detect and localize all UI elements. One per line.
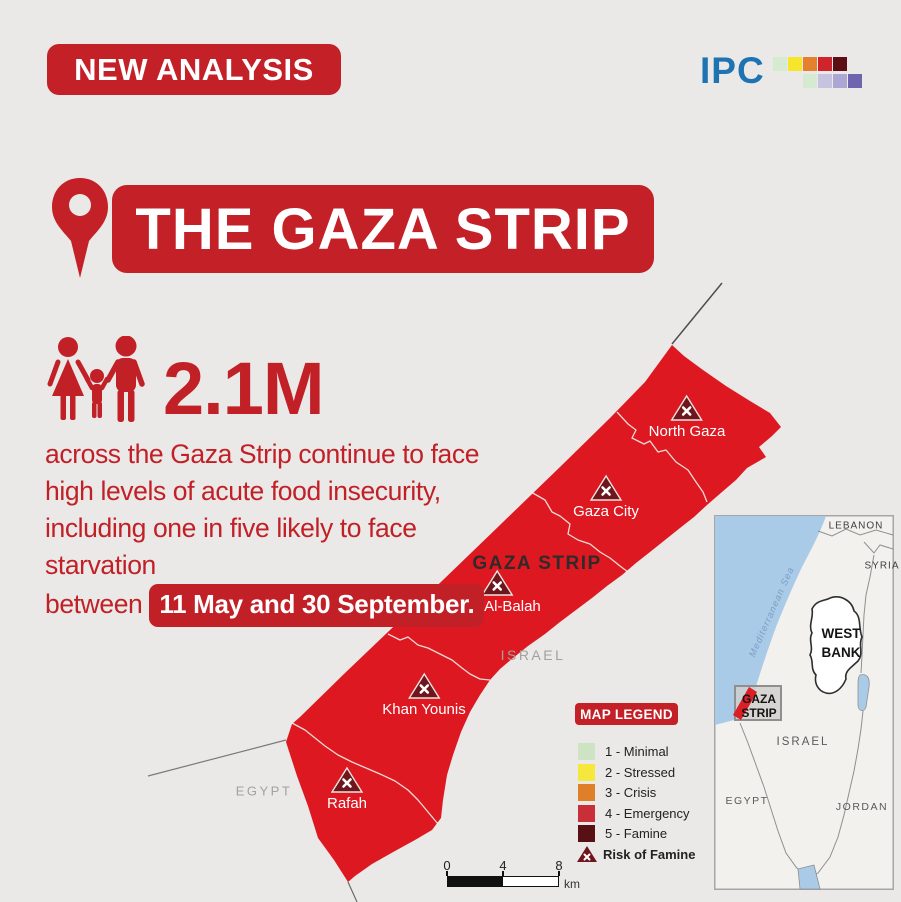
scalebar-tickmark bbox=[446, 871, 448, 876]
legend-item-label: 3 - Crisis bbox=[605, 785, 657, 800]
risk-of-famine-icon bbox=[589, 474, 623, 501]
legend-item-label: 4 - Emergency bbox=[605, 805, 690, 821]
phase1-square bbox=[773, 57, 787, 71]
district-label: Khan Younis bbox=[382, 701, 466, 718]
paragraph-line-4-prefix: between bbox=[45, 589, 143, 619]
scalebar-unit: km bbox=[564, 877, 580, 891]
crisis-swatch bbox=[578, 784, 595, 801]
chronic2-square bbox=[818, 74, 832, 88]
ipc-logo-squares-chronic bbox=[803, 74, 862, 88]
map-legend: 1 - Minimal 2 - Stressed 3 - Crisis 4 - … bbox=[577, 743, 696, 863]
gulf-of-aqaba-shape bbox=[797, 864, 821, 890]
district-label: North Gaza bbox=[648, 423, 726, 440]
inset-jordan-label: JORDAN bbox=[835, 801, 889, 813]
dead-sea-shape bbox=[857, 674, 870, 711]
chronic1-square bbox=[803, 74, 817, 88]
paragraph-line-2: high levels of acute food insecurity, bbox=[45, 476, 441, 506]
date-range-badge: 11 May and 30 September. bbox=[149, 584, 485, 627]
map-legend-title: MAP LEGEND bbox=[575, 703, 678, 725]
legend-item-label: 2 - Stressed bbox=[605, 764, 676, 780]
phase5-square bbox=[833, 57, 847, 71]
phase3-square bbox=[803, 57, 817, 71]
risk-of-famine-icon bbox=[670, 394, 704, 421]
inset-locator-map bbox=[714, 515, 894, 890]
legend-item-label: 1 - Minimal bbox=[605, 744, 669, 759]
west-bank-shape bbox=[809, 596, 863, 695]
district-marker-khan-younis: Khan Younis bbox=[382, 672, 466, 718]
risk-of-famine-icon bbox=[330, 766, 364, 793]
map-israel-label: ISRAEL bbox=[500, 647, 566, 663]
gaza-strip-polygon bbox=[286, 345, 781, 882]
inset-egypt-label: EGYPT bbox=[725, 795, 769, 807]
gaza-strip-shape bbox=[733, 687, 757, 720]
district-marker-north-gaza: North Gaza bbox=[648, 394, 726, 440]
risk-of-famine-icon bbox=[577, 846, 597, 862]
scalebar bbox=[447, 876, 559, 887]
scalebar-tick-0: 0 bbox=[443, 858, 451, 873]
map-legend-title-label: MAP LEGEND bbox=[580, 706, 673, 722]
location-pin-icon bbox=[52, 178, 108, 278]
map-egypt-label: EGYPT bbox=[235, 783, 293, 799]
mediterranean-sea-shape bbox=[715, 516, 826, 725]
stressed-swatch bbox=[578, 763, 595, 781]
phase2-square bbox=[788, 57, 802, 71]
map-region-label: GAZA STRIP bbox=[472, 553, 602, 574]
page-title: THE GAZA STRIP bbox=[112, 185, 654, 273]
famine-swatch bbox=[578, 825, 595, 842]
phase4-square bbox=[818, 57, 832, 71]
scalebar-tickmark bbox=[558, 871, 560, 876]
legend-item-stressed: 2 - Stressed bbox=[578, 763, 695, 781]
governorate-boundaries bbox=[291, 411, 708, 825]
chronic3-square bbox=[833, 74, 847, 88]
egypt-border-line bbox=[147, 739, 287, 777]
population-figure: 2.1M bbox=[163, 347, 325, 430]
legend-item-label: 5 - Famine bbox=[605, 826, 668, 841]
legend-item-minimal: 1 - Minimal bbox=[578, 743, 695, 760]
country-borders bbox=[739, 528, 894, 878]
scalebar-empty-segment bbox=[503, 877, 558, 886]
legend-item-emergency: 4 - Emergency bbox=[578, 804, 695, 822]
legend-item-crisis: 3 - Crisis bbox=[578, 784, 695, 801]
legend-item-label: Risk of Famine bbox=[603, 846, 696, 862]
israel-border-line bbox=[671, 282, 723, 345]
chronic4-square bbox=[848, 74, 862, 88]
page-title-label: THE GAZA STRIP bbox=[135, 196, 631, 262]
paragraph-line-4: between 11 May and 30 September. bbox=[45, 584, 525, 627]
family-icon bbox=[47, 336, 145, 422]
legend-item-risk-of-famine: Risk of Famine bbox=[577, 846, 696, 863]
district-marker-rafah: Rafah bbox=[327, 766, 367, 812]
analysis-paragraph: across the Gaza Strip continue to face h… bbox=[45, 436, 525, 627]
risk-of-famine-icon bbox=[407, 672, 441, 699]
emergency-swatch bbox=[578, 804, 595, 822]
paragraph-line-3: including one in five likely to face sta… bbox=[45, 513, 417, 580]
minimal-swatch bbox=[578, 743, 595, 760]
district-label: Rafah bbox=[326, 795, 368, 812]
district-marker-gaza-city: Gaza City bbox=[573, 474, 639, 520]
new-analysis-badge: NEW ANALYSIS bbox=[47, 44, 341, 95]
risk-of-famine-icon bbox=[480, 569, 514, 596]
scalebar-tick-4: 4 bbox=[499, 858, 507, 873]
legend-item-famine: 5 - Famine bbox=[578, 825, 695, 842]
inset-syria-label: SYRIA bbox=[864, 560, 900, 572]
inset-lebanon-label: LEBANON bbox=[828, 520, 884, 532]
new-analysis-label: NEW ANALYSIS bbox=[74, 51, 314, 87]
district-label: Gaza City bbox=[573, 503, 639, 520]
south-border-line bbox=[347, 881, 358, 902]
scalebar-filled-segment bbox=[448, 877, 503, 886]
inset-west-bank-label: WEST BANK bbox=[821, 626, 861, 660]
inset-israel-label: ISRAEL bbox=[776, 736, 830, 748]
ipc-logo-squares-acute bbox=[773, 57, 847, 71]
paragraph-line-1: across the Gaza Strip continue to face bbox=[45, 439, 480, 469]
scalebar-tickmark bbox=[502, 871, 504, 876]
ipc-logo: IPC bbox=[700, 50, 765, 91]
scalebar-tick-8: 8 bbox=[555, 858, 563, 873]
inset-gaza-strip-label: GAZA STRIP bbox=[741, 692, 777, 720]
